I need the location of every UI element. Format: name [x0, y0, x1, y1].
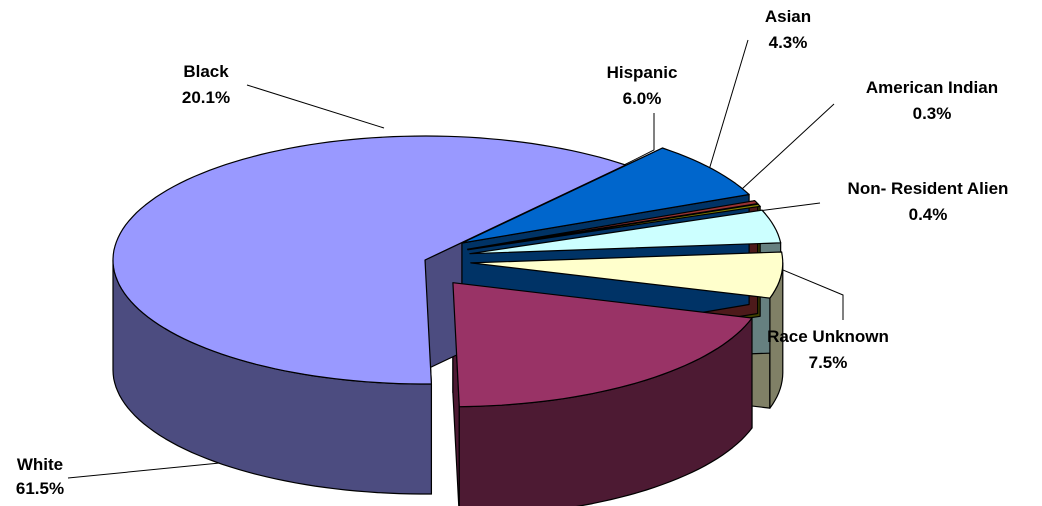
slice-asian [469, 209, 782, 255]
value-american-indian: 0.3% [913, 104, 952, 123]
value-white: 61.5% [16, 479, 64, 498]
slice-black [452, 282, 753, 408]
value-asian: 4.3% [769, 33, 808, 52]
leader-lines [67, 39, 844, 479]
slice-tops [112, 135, 784, 408]
leader-white [67, 461, 231, 479]
data-labels: White 61.5% Black 20.1% Hispanic 6.0% Asian 4.3… [16, 7, 1009, 498]
value-hispanic: 6.0% [623, 89, 662, 108]
label-asian: Asian [765, 7, 811, 26]
label-non-resident-alien: Non- Resident Alien [848, 179, 1009, 198]
label-race-unknown: Race Unknown [767, 327, 889, 346]
leader-black [246, 84, 385, 129]
value-non-resident-alien: 0.4% [909, 205, 948, 224]
value-black: 20.1% [182, 88, 230, 107]
label-american-indian: American Indian [866, 78, 998, 97]
slice-race-unknown [461, 147, 750, 244]
label-white: White [17, 455, 63, 474]
slice-non-resident-alien [467, 200, 759, 250]
leader-hispanic [621, 113, 655, 167]
value-race-unknown: 7.5% [809, 353, 848, 372]
slice-hispanic [470, 251, 784, 299]
label-black: Black [183, 62, 229, 81]
label-hispanic: Hispanic [607, 63, 678, 82]
slice-white [112, 135, 627, 385]
